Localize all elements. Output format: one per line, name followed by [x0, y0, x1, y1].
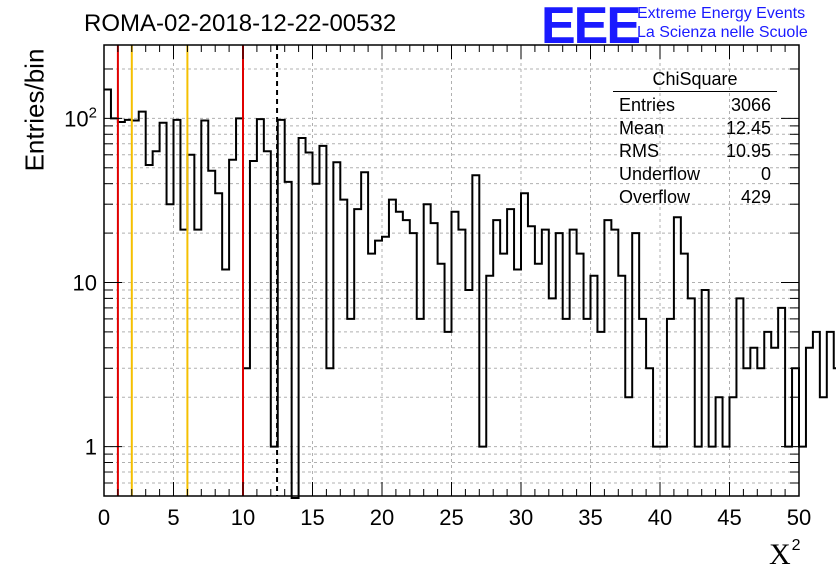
stats-value: 3066 — [730, 95, 771, 115]
stats-row-overflow: Overflow 429 — [613, 186, 777, 209]
axis-ticks — [103, 45, 800, 497]
stats-row-mean: Mean 12.45 — [613, 117, 777, 140]
stats-row-underflow: Underflow 0 — [613, 163, 777, 186]
x-tick-label: 5 — [167, 505, 179, 530]
x-tick-label: 10 — [231, 505, 255, 530]
stats-value: 12.45 — [725, 118, 771, 138]
x-axis-label-base: X — [769, 538, 791, 571]
x-tick-label: 35 — [578, 505, 602, 530]
stats-box: ChiSquare Entries 3066 Mean 12.45 RMS 10… — [613, 67, 777, 209]
logo-line-1: Extreme Energy Events — [637, 5, 806, 22]
x-tick-label: 40 — [648, 505, 672, 530]
x-tick-label: 45 — [717, 505, 741, 530]
chart-title: ROMA-02-2018-12-22-00532 — [84, 10, 397, 37]
reference-lines — [116, 45, 279, 496]
x-tick-label: 20 — [370, 505, 394, 530]
x-axis-label-exponent: 2 — [791, 537, 801, 554]
eee-logo: EEE — [541, 0, 641, 55]
stats-label: Overflow — [619, 187, 691, 207]
stats-label: Underflow — [619, 164, 701, 184]
stats-value: 10.95 — [725, 141, 771, 161]
x-tick-label: 30 — [509, 505, 533, 530]
y-tick-label: 10 — [73, 270, 97, 295]
logo-line-2: La Scienza nelle Scuole — [637, 24, 808, 41]
stats-title: ChiSquare — [613, 67, 777, 92]
y-axis-label: Entries/bin — [19, 48, 50, 172]
x-tick-label: 0 — [98, 505, 110, 530]
tick-labels: 0 5 10 15 20 25 30 35 40 45 50 1 10 102 — [64, 104, 811, 530]
stats-value: 0 — [760, 164, 771, 184]
stats-label: Entries — [619, 95, 676, 115]
stats-label: RMS — [619, 141, 659, 161]
stats-row-rms: RMS 10.95 — [613, 140, 777, 163]
stats-label: Mean — [619, 118, 665, 138]
grid-lines — [104, 45, 799, 497]
x-tick-label: 25 — [439, 505, 463, 530]
y-tick-label: 1 — [85, 435, 97, 460]
stats-row-entries: Entries 3066 — [613, 94, 777, 117]
y-tick-label: 102 — [64, 104, 97, 131]
stats-value: 429 — [740, 187, 771, 207]
x-axis-label: X2 — [769, 537, 801, 572]
x-tick-label: 15 — [300, 505, 324, 530]
histogram-series — [104, 88, 836, 499]
x-tick-label: 50 — [787, 505, 811, 530]
histogram-line — [104, 88, 836, 499]
